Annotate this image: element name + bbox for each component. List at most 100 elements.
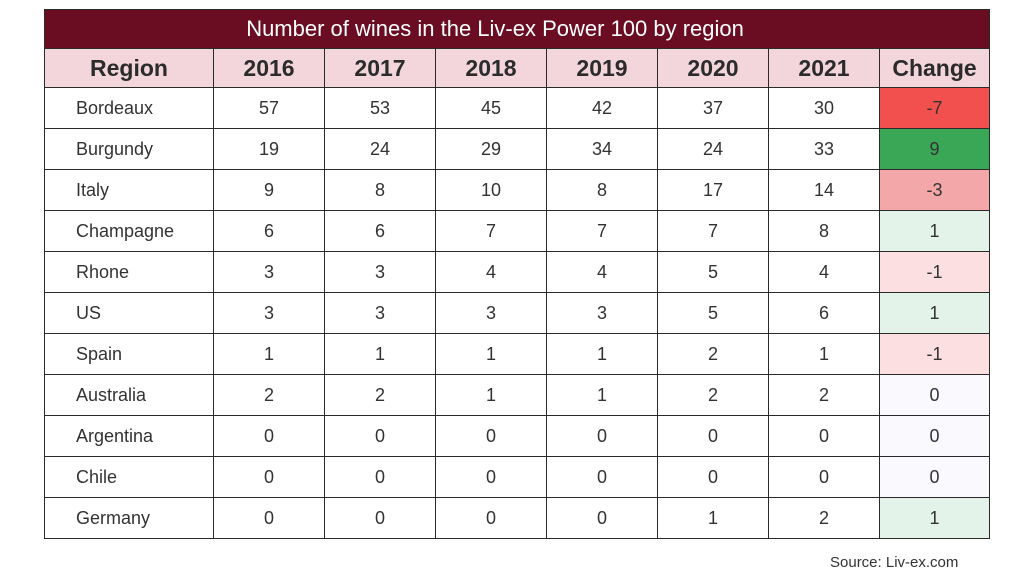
change-cell: 1 [878, 210, 991, 252]
value-cell: 9 [213, 169, 325, 211]
value-cell: 24 [324, 128, 436, 170]
value-cell: 5 [657, 292, 769, 334]
change-cell: 1 [878, 292, 991, 334]
value-cell: 6 [768, 292, 880, 334]
value-cell: 0 [435, 497, 547, 539]
change-cell: 1 [878, 497, 991, 539]
value-cell: 2 [768, 497, 880, 539]
value-cell: 57 [213, 87, 325, 129]
value-cell: 1 [435, 374, 547, 416]
value-cell: 6 [324, 210, 436, 252]
change-cell: -7 [878, 87, 991, 129]
value-cell: 1 [546, 374, 658, 416]
value-cell: 1 [768, 333, 880, 375]
value-cell: 0 [657, 456, 769, 498]
value-cell: 0 [546, 456, 658, 498]
value-cell: 0 [324, 456, 436, 498]
value-cell: 0 [546, 497, 658, 539]
value-cell: 3 [213, 251, 325, 293]
value-cell: 0 [213, 456, 325, 498]
value-cell: 2 [657, 374, 769, 416]
value-cell: 0 [213, 415, 325, 457]
value-cell: 5 [657, 251, 769, 293]
region-cell: US [44, 292, 214, 334]
value-cell: 7 [546, 210, 658, 252]
value-cell: 0 [435, 415, 547, 457]
table-title: Number of wines in the Liv-ex Power 100 … [43, 9, 991, 49]
value-cell: 4 [768, 251, 880, 293]
value-cell: 8 [546, 169, 658, 211]
value-cell: 2 [768, 374, 880, 416]
value-cell: 0 [657, 415, 769, 457]
table-row: Champagne 6 6 7 7 7 8 1 [44, 210, 991, 252]
value-cell: 33 [768, 128, 880, 170]
change-cell: 9 [878, 128, 991, 170]
region-cell: Chile [44, 456, 214, 498]
value-cell: 7 [435, 210, 547, 252]
table-row: US 3 3 3 3 5 6 1 [44, 292, 991, 334]
column-header: 2019 [546, 48, 658, 88]
value-cell: 29 [435, 128, 547, 170]
value-cell: 3 [546, 292, 658, 334]
value-cell: 0 [768, 456, 880, 498]
value-cell: 42 [546, 87, 658, 129]
value-cell: 30 [768, 87, 880, 129]
column-header: 2021 [768, 48, 880, 88]
value-cell: 1 [324, 333, 436, 375]
region-cell: Australia [44, 374, 214, 416]
region-cell: Italy [44, 169, 214, 211]
value-cell: 37 [657, 87, 769, 129]
table-row: Spain 1 1 1 1 2 1 -1 [44, 333, 991, 375]
value-cell: 24 [657, 128, 769, 170]
table-row: Argentina 0 0 0 0 0 0 0 [44, 415, 991, 457]
value-cell: 17 [657, 169, 769, 211]
change-cell: 0 [878, 374, 991, 416]
value-cell: 8 [768, 210, 880, 252]
value-cell: 2 [324, 374, 436, 416]
column-header: 2018 [435, 48, 547, 88]
value-cell: 10 [435, 169, 547, 211]
column-header: 2020 [657, 48, 769, 88]
table-row: Italy 9 8 10 8 17 14 -3 [44, 169, 991, 211]
change-cell: -1 [878, 251, 991, 293]
value-cell: 14 [768, 169, 880, 211]
table-row: Burgundy 19 24 29 34 24 33 9 [44, 128, 991, 170]
value-cell: 3 [324, 292, 436, 334]
value-cell: 53 [324, 87, 436, 129]
region-cell: Bordeaux [44, 87, 214, 129]
column-header: 2017 [324, 48, 436, 88]
value-cell: 19 [213, 128, 325, 170]
region-cell: Argentina [44, 415, 214, 457]
wine-region-table: Number of wines in the Liv-ex Power 100 … [43, 9, 991, 539]
value-cell: 0 [324, 497, 436, 539]
value-cell: 3 [213, 292, 325, 334]
value-cell: 0 [324, 415, 436, 457]
value-cell: 4 [546, 251, 658, 293]
header-row: Region 2016 2017 2018 2019 2020 2021 Change [44, 48, 991, 88]
table-row: Australia 2 2 1 1 2 2 0 [44, 374, 991, 416]
value-cell: 3 [324, 251, 436, 293]
change-cell: -1 [878, 333, 991, 375]
value-cell: 34 [546, 128, 658, 170]
value-cell: 1 [435, 333, 547, 375]
value-cell: 1 [546, 333, 658, 375]
column-header: Change [878, 48, 991, 88]
value-cell: 0 [546, 415, 658, 457]
value-cell: 6 [213, 210, 325, 252]
value-cell: 1 [213, 333, 325, 375]
value-cell: 0 [435, 456, 547, 498]
region-cell: Spain [44, 333, 214, 375]
table-row: Chile 0 0 0 0 0 0 0 [44, 456, 991, 498]
value-cell: 0 [768, 415, 880, 457]
value-cell: 2 [213, 374, 325, 416]
source-note: Source: Liv-ex.com [830, 554, 959, 571]
value-cell: 2 [657, 333, 769, 375]
table-row: Germany 0 0 0 0 1 2 1 [44, 497, 991, 539]
table-row: Rhone 3 3 4 4 5 4 -1 [44, 251, 991, 293]
value-cell: 1 [657, 497, 769, 539]
value-cell: 0 [213, 497, 325, 539]
change-cell: 0 [878, 456, 991, 498]
data-table: Number of wines in the Liv-ex Power 100 … [43, 9, 991, 539]
value-cell: 7 [657, 210, 769, 252]
value-cell: 8 [324, 169, 436, 211]
